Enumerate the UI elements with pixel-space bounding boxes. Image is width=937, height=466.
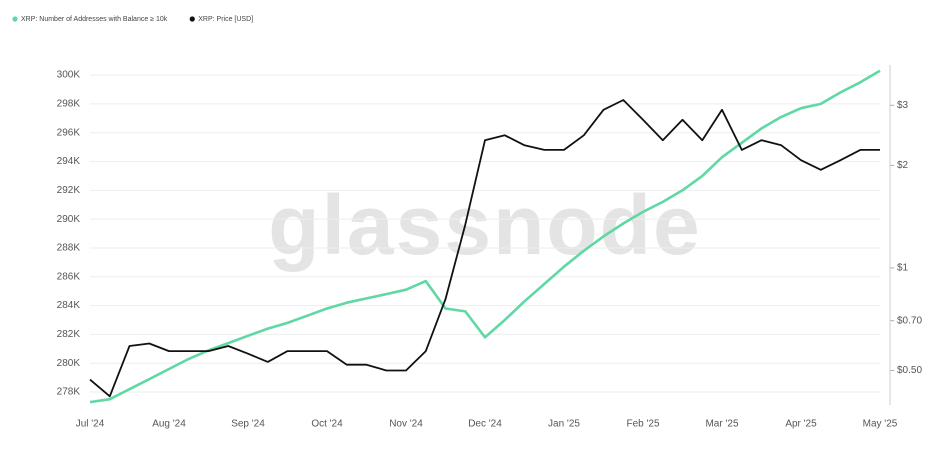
series-line (89, 99, 880, 398)
y-tick-label: 300K (57, 70, 81, 81)
y-tick-label: 296K (57, 127, 81, 138)
y-tick-label: 284K (57, 300, 81, 311)
y-tick-label: 282K (57, 329, 81, 340)
y-tick-label: 290K (57, 214, 81, 225)
x-tick-label: Feb '25 (626, 419, 659, 430)
x-tick-label: Aug '24 (152, 419, 186, 430)
y2-tick-label: $1 (897, 263, 909, 274)
y2-tick-label: $0.70 (897, 315, 922, 326)
x-tick-label: Nov '24 (389, 419, 423, 430)
x-tick-label: Sep '24 (231, 419, 265, 430)
y-tick-label: 278K (57, 387, 81, 398)
legend-label: XRP: Number of Addresses with Balance ≥ … (21, 16, 168, 23)
x-tick-label: Jan '25 (548, 419, 580, 430)
x-tick-label: Apr '25 (785, 419, 817, 430)
y2-tick-label: $3 (897, 100, 909, 111)
y2-tick-label: $2 (897, 160, 909, 171)
y-tick-label: 298K (57, 99, 81, 110)
y-tick-label: 280K (57, 358, 81, 369)
y-tick-label: 288K (57, 243, 81, 254)
x-tick-label: May '25 (863, 419, 898, 430)
x-tick-label: Oct '24 (311, 419, 343, 430)
y-tick-label: 286K (57, 271, 81, 282)
x-tick-label: Mar '25 (705, 419, 738, 430)
legend-label: XRP: Price [USD] (198, 16, 253, 23)
legend-marker (12, 16, 18, 22)
y2-tick-label: $0.50 (897, 365, 922, 376)
legend-marker (189, 16, 195, 22)
x-tick-label: Dec '24 (468, 419, 502, 430)
y-tick-label: 292K (57, 185, 81, 196)
series-line (89, 69, 881, 404)
x-tick-label: Jul '24 (76, 419, 105, 430)
watermark: glassnode (268, 178, 701, 272)
y-tick-label: 294K (57, 156, 81, 167)
